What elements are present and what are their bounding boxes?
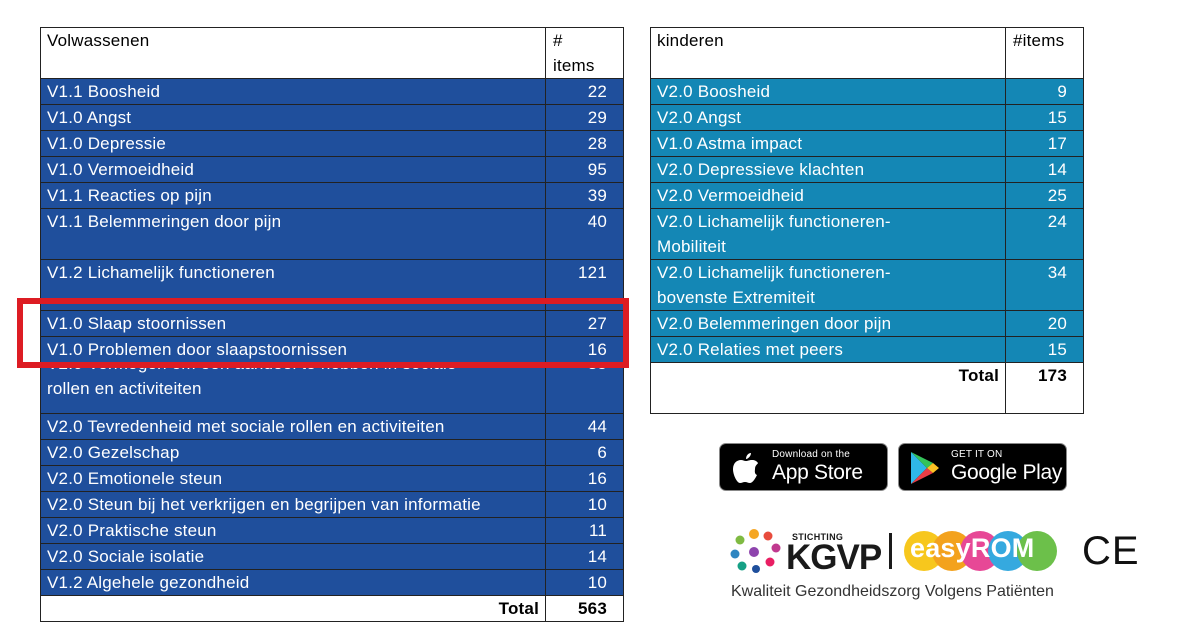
table-cell-count: 16 (545, 465, 624, 492)
children-table: kinderen #items V2.0 Boosheid 9 V2.0 Angs… (650, 27, 1084, 414)
ce-mark: CE (1082, 529, 1140, 573)
table-cell-count: 27 (545, 310, 624, 337)
table-cell-count: 14 (1005, 156, 1084, 183)
table-cell-count: 11 (545, 517, 624, 544)
table-cell-label: V2.0 Lichamelijk functioneren- bovenste … (650, 259, 1006, 311)
table-cell-count: 22 (545, 78, 624, 105)
table-cell-count: 39 (545, 182, 624, 209)
table-cell-count: 16 (545, 336, 624, 363)
easyrom-logo-shape (904, 531, 1057, 571)
table-cell-label: V2.0 Angst (650, 104, 1006, 131)
table-cell-label: V2.0 Relaties met peers (650, 336, 1006, 363)
table-cell-label: V2.0 Lichamelijk functioneren- Mobilitei… (650, 208, 1006, 260)
table-cell-label: V2.0 Boosheid (650, 78, 1006, 105)
table-cell-count: 14 (545, 543, 624, 570)
adults-table: Volwassenen # items V1.1 Boosheid 22 V1.0 … (40, 27, 624, 622)
table-cell-label: V1.0 Depressie (40, 130, 546, 157)
table-cell-count: 40 (545, 208, 624, 260)
table-cell-label: V2.0 Vermoeidheid (650, 182, 1006, 209)
apple-icon (733, 453, 758, 483)
label-line: Mobiliteit (657, 237, 727, 256)
table-cell-label: V2.0 Emotionele steun (40, 465, 546, 492)
table-cell-count: 29 (545, 104, 624, 131)
table-cell-count: 9 (1005, 78, 1084, 105)
app-store-big-text: App Store (772, 461, 863, 484)
total-row: Total 563 (40, 595, 624, 622)
label-line: rollen en activiteiten (47, 379, 202, 398)
table-cell-label: V1.1 Boosheid (40, 78, 546, 105)
table-cell-count: 10 (545, 569, 624, 596)
google-play-badge[interactable]: GET IT ON Google Play (898, 443, 1067, 491)
table-cell-label: V1.0 Astma impact (650, 130, 1006, 157)
table-cell-label: V2.0 Praktische steun (40, 517, 546, 544)
children-count-header: #items (1005, 27, 1084, 79)
kgvp-small-text: STICHTING (792, 532, 844, 542)
table-cell-label: V1.2 Algehele gezondheid (40, 569, 546, 596)
total-label: Total (40, 595, 546, 622)
table-cell-count: 95 (545, 156, 624, 183)
table-cell-count: 44 (545, 413, 624, 440)
table-cell-count: 35 (545, 362, 624, 414)
google-play-big-text: Google Play (951, 461, 1063, 484)
table-cell-count: 25 (1005, 182, 1084, 209)
total-value: 563 (545, 595, 624, 622)
kgvp-logo-text: KGVP (786, 538, 882, 577)
table-cell-label: V2.0 Steun bij het verkrijgen en begrijp… (40, 491, 546, 518)
table-cell-label: V2.0 Belemmeringen door pijn (650, 310, 1006, 337)
table-cell-count: 15 (1005, 104, 1084, 131)
table-cell-count: 20 (1005, 310, 1084, 337)
table-cell-count: 6 (545, 439, 624, 466)
table-cell-count: 28 (545, 130, 624, 157)
kgvp-dots-icon (730, 529, 781, 573)
app-store-small-text: Download on the (772, 449, 851, 460)
label-line-partially-hidden: V2.0 Vermogen om een aandeel te hebben i… (47, 363, 457, 373)
table-cell-count: 15 (1005, 336, 1084, 363)
label-line: V2.0 Lichamelijk functioneren- (657, 212, 891, 231)
table-cell-label: V2.0 Vermogen om een aandeel te hebben i… (40, 362, 546, 414)
google-play-icon (911, 452, 939, 484)
table-cell-label: V2.0 Gezelschap (40, 439, 546, 466)
easyrom-logo-text: easyROM (910, 533, 1035, 563)
adults-count-header: # items (545, 27, 624, 79)
table-cell-label: V2.0 Tevredenheid met sociale rollen en … (40, 413, 546, 440)
label-line: V2.0 Lichamelijk functioneren- (657, 263, 891, 282)
table-cell-label: V2.0 Sociale isolatie (40, 543, 546, 570)
label-line: bovenste Extremiteit (657, 288, 816, 307)
table-cell-label: V1.1 Reacties op pijn (40, 182, 546, 209)
table-header-row: kinderen #items (650, 27, 1084, 79)
total-label: Total (650, 362, 1006, 414)
highlight-box (17, 298, 629, 368)
table-cell-count: 17 (1005, 130, 1084, 157)
table-cell-label: V1.0 Slaap stoornissen (40, 310, 546, 337)
google-play-small-text: GET IT ON (951, 449, 1003, 460)
total-row: Total 173 (650, 362, 1084, 414)
table-cell-label: V1.1 Belemmeringen door pijn (40, 208, 546, 260)
table-cell-count: 10 (545, 491, 624, 518)
table-cell-label: V1.0 Vermoeidheid (40, 156, 546, 183)
logo-divider (889, 533, 892, 569)
app-store-badge[interactable]: Download on the App Store (719, 443, 888, 491)
table-cell-count: 24 (1005, 208, 1084, 260)
children-header: kinderen (650, 27, 1006, 79)
adults-header: Volwassenen (40, 27, 546, 79)
total-value: 173 (1005, 362, 1084, 414)
table-header-row: Volwassenen # items (40, 27, 624, 79)
table-cell-label: V2.0 Depressieve klachten (650, 156, 1006, 183)
kgvp-tagline: Kwaliteit Gezondheidszorg Volgens Patiën… (731, 583, 1054, 600)
table-cell-label: V1.0 Problemen door slaapstoornissen (40, 336, 546, 363)
table-cell-count: 34 (1005, 259, 1084, 311)
table-cell-label: V1.0 Angst (40, 104, 546, 131)
